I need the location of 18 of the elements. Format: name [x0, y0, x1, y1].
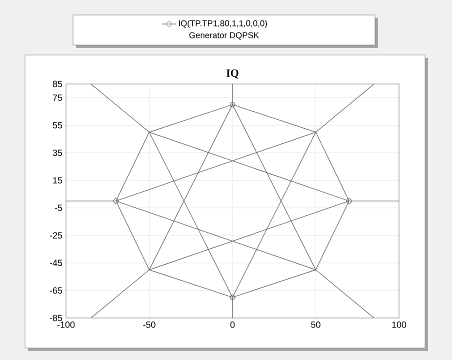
x-tick-label: -100 — [57, 322, 75, 328]
x-tick-label: 0 — [230, 322, 235, 328]
y-tick-label: 15 — [53, 177, 62, 184]
x-tick-label: -50 — [143, 322, 156, 328]
y-tick-label: -85 — [50, 314, 62, 322]
y-tick-label: 85 — [52, 80, 62, 88]
y-tick-label: 75 — [52, 94, 62, 101]
y-tick-label: 55 — [52, 122, 62, 128]
x-tick-label: 50 — [311, 322, 320, 328]
y-tick-label: -25 — [50, 232, 62, 239]
y-tick-label: 35 — [52, 150, 62, 156]
legend-title: Generator DQPSK — [189, 32, 259, 40]
y-tick-label: -45 — [50, 260, 62, 266]
x-tick-label: 100 — [392, 322, 406, 328]
y-tick-label: -5 — [54, 204, 62, 212]
y-tick-label: -65 — [50, 287, 62, 294]
chart-title: IQ — [226, 69, 238, 78]
legend-label: IQ(TP.TP1,80,1,1,0,0,0) — [178, 20, 267, 28]
